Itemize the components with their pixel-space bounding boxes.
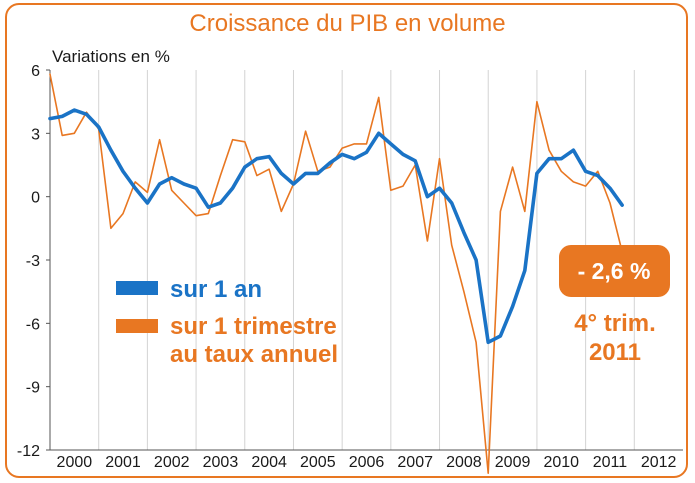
annotation-line2: 2011 (589, 339, 641, 366)
legend-swatch-quarterly (116, 319, 158, 333)
chart-frame (5, 3, 688, 478)
x-tick-label: 2010 (543, 454, 579, 471)
x-tick-label: 2008 (446, 454, 482, 471)
y-tick-label: 0 (31, 190, 40, 207)
x-tick-label: 2001 (105, 454, 141, 471)
x-tick-label: 2000 (57, 454, 93, 471)
y-axis-label: Variations en % (52, 47, 170, 66)
y-tick-label: 3 (31, 126, 40, 143)
legend-swatch-annual (116, 281, 158, 295)
x-tick-label: 2011 (593, 454, 628, 471)
x-tick-label: 2005 (300, 454, 336, 471)
x-tick-label: 2012 (641, 454, 677, 471)
grid (98, 70, 635, 450)
x-tick-label: 2007 (397, 454, 433, 471)
x-tick-label: 2006 (349, 454, 385, 471)
x-tick-label: 2002 (154, 454, 190, 471)
chart-title: Croissance du PIB en volume (189, 10, 506, 37)
y-tick-label: 6 (31, 63, 40, 80)
legend: sur 1 an sur 1 trimestre au taux annuel (116, 276, 338, 368)
annotation-badge (559, 245, 670, 297)
legend-label-annual: sur 1 an (170, 276, 262, 303)
series-line-1 (49, 73, 623, 475)
y-tick-label: -12 (17, 443, 40, 460)
series-lines (48, 73, 624, 475)
y-tick-label: -3 (26, 253, 40, 270)
legend-label-quarterly-line1: sur 1 trimestre (170, 313, 337, 340)
x-tick-labels: 2000 2001 2002 2003 2004 2005 2006 2007 2008 2009… (57, 454, 677, 471)
legend-label-quarterly-line2: au taux annuel (170, 341, 338, 368)
y-tick-labels: 6 3 0 -3 -6 -9 -12 (17, 63, 50, 460)
x-tick-label: 2004 (251, 454, 287, 471)
series-line-0 (48, 108, 624, 345)
y-tick-label: -6 (26, 316, 40, 333)
annotation: - 2,6 % 4° trim. 2011 (559, 245, 670, 366)
annotation-line1: 4° trim. (574, 310, 656, 337)
y-tick-label: -9 (26, 380, 40, 397)
x-tick-label: 2009 (495, 454, 531, 471)
x-tick-label: 2003 (203, 454, 239, 471)
annotation-badge-text: - 2,6 % (578, 258, 651, 284)
